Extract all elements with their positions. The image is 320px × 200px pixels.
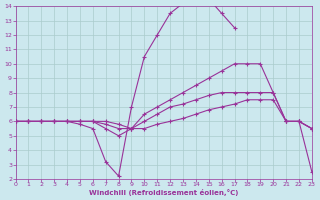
- X-axis label: Windchill (Refroidissement éolien,°C): Windchill (Refroidissement éolien,°C): [89, 189, 238, 196]
